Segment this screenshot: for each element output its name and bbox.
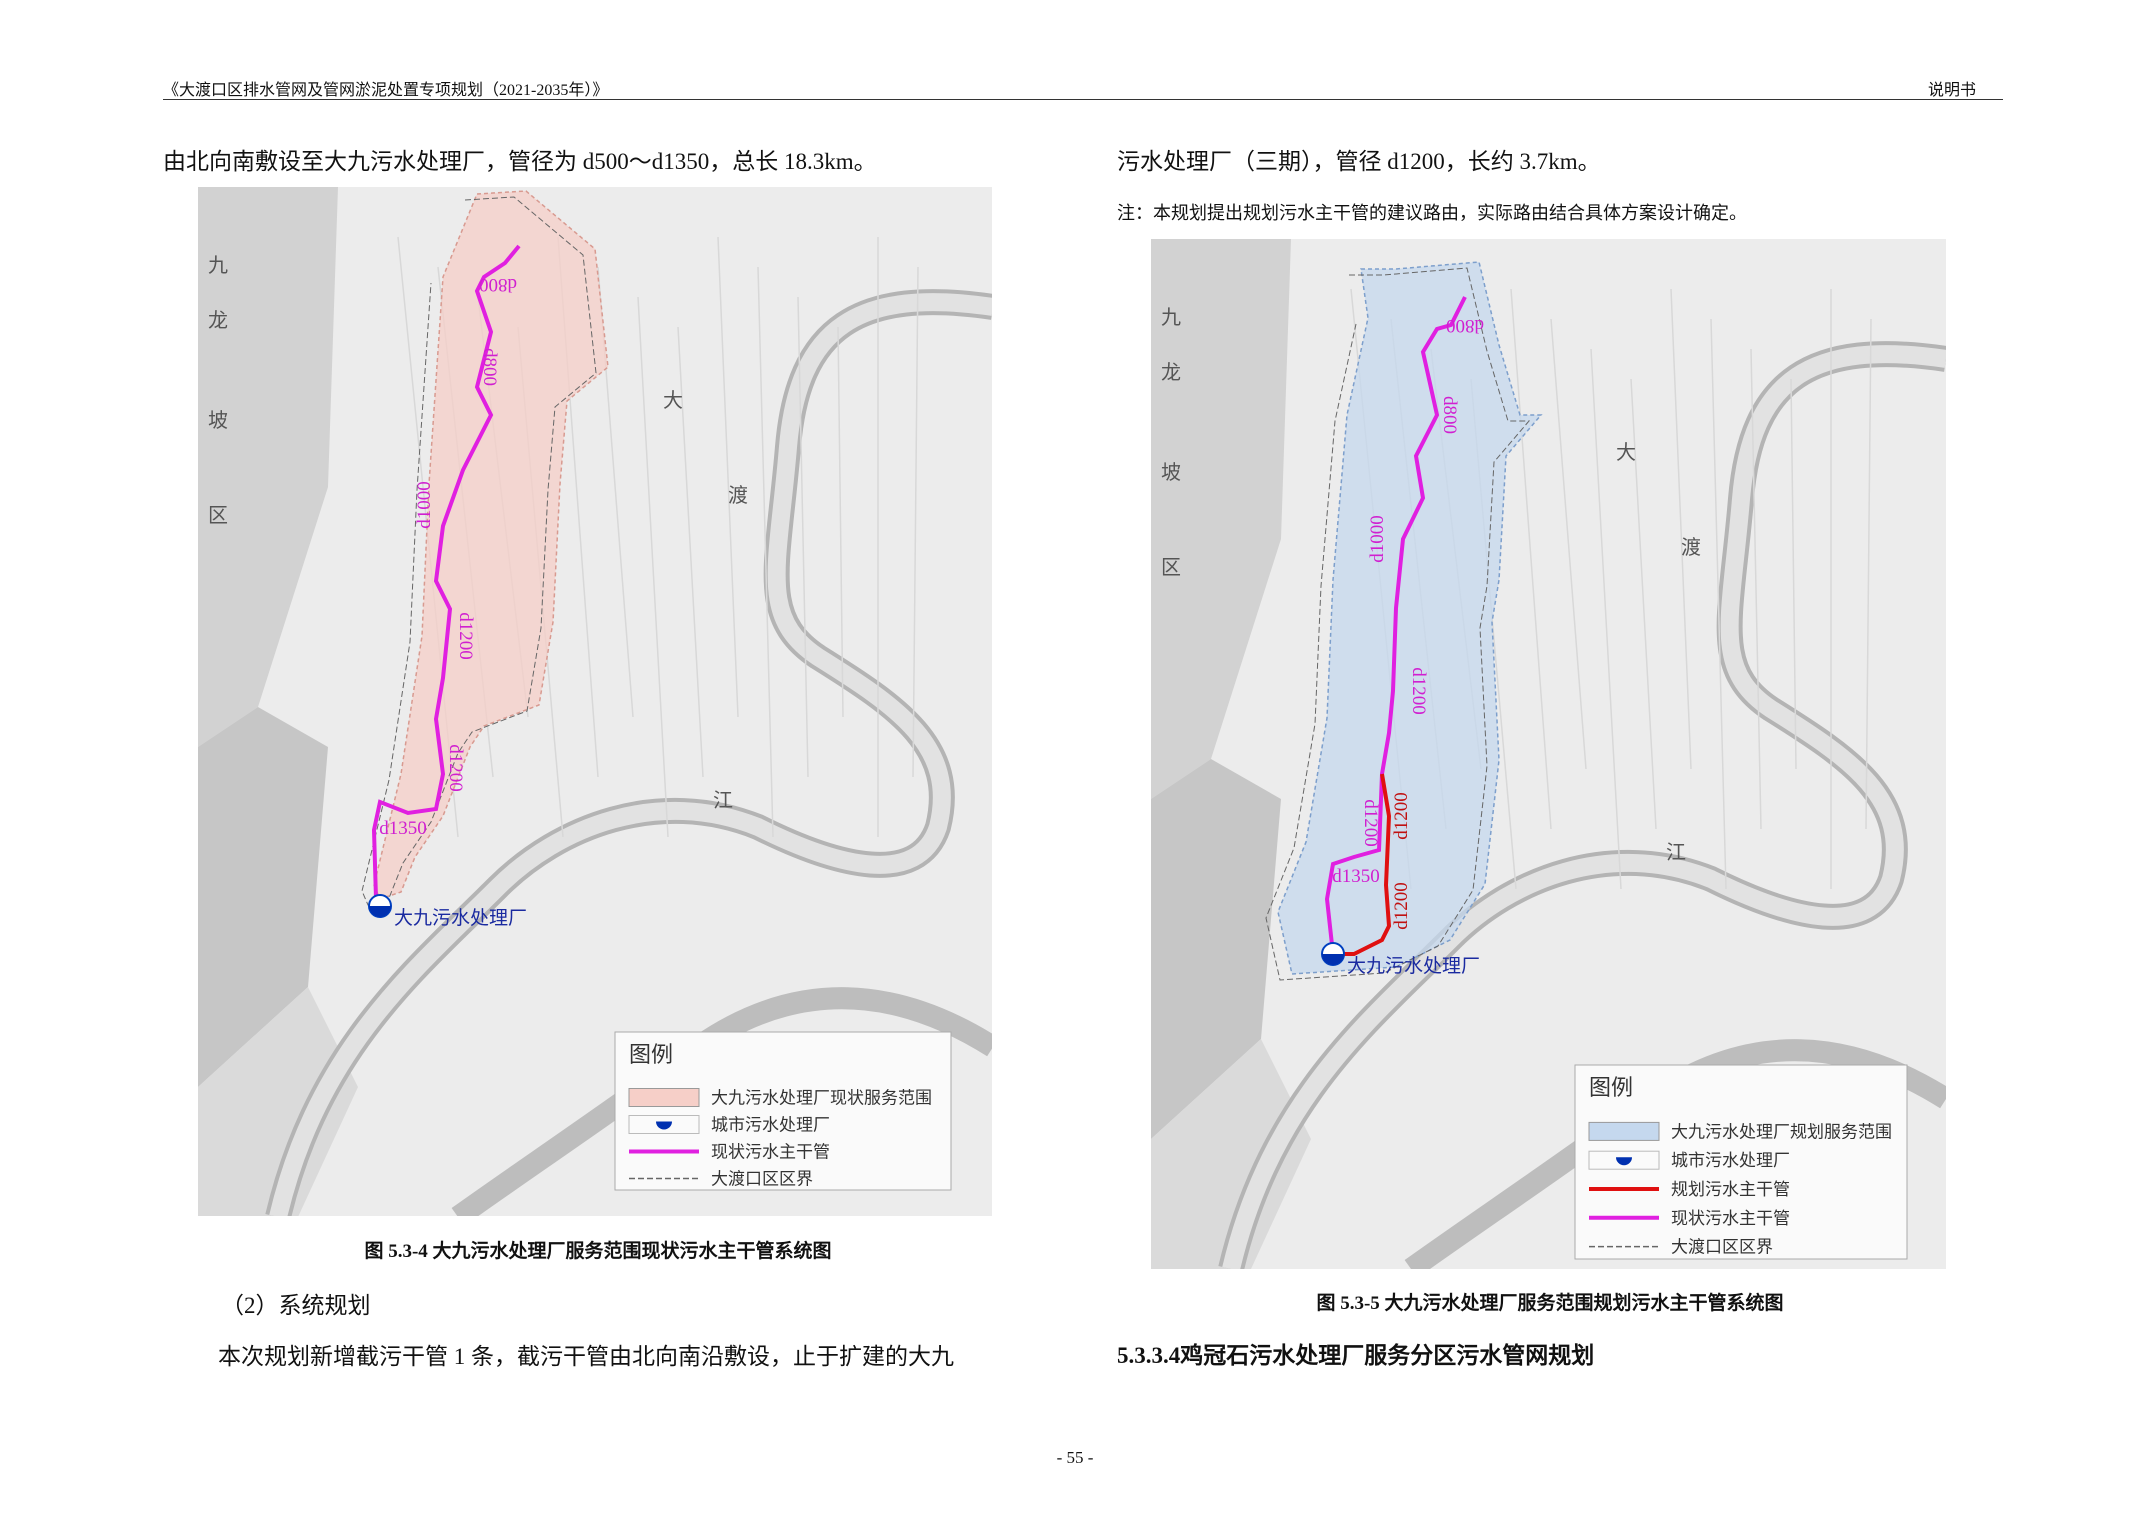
plant-icon (369, 906, 391, 917)
legend-title: 图例 (1589, 1075, 1633, 1100)
header-title: 《大渡口区排水管网及管网淤泥处置专项规划（2021-2035年）》 (163, 82, 609, 99)
boundary (1265, 267, 1531, 981)
pipe-label: d800 (479, 348, 500, 386)
paragraph: 污水处理厂（三期），管径 d1200，长约 3.7km。 (1117, 149, 1601, 174)
road (1710, 318, 1727, 890)
pipe-label: d1200 (1391, 882, 1412, 930)
pipe-label: d1350 (1332, 866, 1380, 887)
pipe-label: d800 (1446, 315, 1484, 336)
road (1670, 288, 1692, 770)
pipe-label: d1350 (379, 818, 427, 839)
legend-box (614, 1031, 952, 1191)
existing-pipe (371, 244, 521, 900)
place-label: 渡 (1681, 536, 1701, 559)
header-section: 说明书 (1928, 82, 1977, 99)
place-label: 大 (663, 389, 683, 412)
place-label: 江 (1666, 841, 1686, 864)
place-label: 大 (1616, 441, 1636, 464)
legend-label: 现状污水主干管 (711, 1143, 830, 1162)
road (912, 266, 919, 778)
road (797, 296, 809, 778)
pipe-label: d1200 (455, 612, 476, 660)
pipe-label: d800 (479, 274, 517, 295)
road (1865, 318, 1872, 830)
place-label: 区 (208, 505, 228, 527)
road (1590, 348, 1622, 890)
place-label: 九 (1161, 306, 1181, 329)
pipe-label: d1000 (414, 481, 435, 529)
existing-pipe (1324, 296, 1467, 955)
service-area (373, 190, 609, 900)
place-label: 九 (208, 254, 228, 277)
pipe-label: d1200 (445, 744, 466, 792)
terrain (1151, 1039, 1311, 1269)
place-label: 龙 (208, 309, 228, 332)
legend-label: 大九污水处理厂现状服务范围 (711, 1089, 932, 1108)
place-label: 江 (713, 789, 733, 812)
road (1510, 288, 1552, 830)
place-label: 区 (1161, 557, 1181, 579)
legend-label: 大九污水处理厂规划服务范围 (1671, 1122, 1892, 1141)
legend-label: 大渡口区区界 (1671, 1238, 1773, 1257)
legend-swatch (1616, 1157, 1632, 1166)
legend-label: 规划污水主干管 (1671, 1180, 1790, 1199)
place-label: 坡 (1161, 461, 1181, 484)
legend-label: 现状污水主干管 (1671, 1209, 1790, 1228)
road (1790, 378, 1797, 770)
paragraph: 本次规划新增截污干管 1 条，截污干管由北向南沿敷设，止于扩建的大九 (218, 1344, 954, 1369)
plant-label: 大九污水处理厂 (394, 907, 527, 929)
planned-pipe (1333, 773, 1392, 956)
plant-icon (1322, 954, 1344, 965)
road (1750, 348, 1762, 830)
road (717, 236, 739, 718)
legend-label: 城市污水处理厂 (1671, 1151, 1790, 1170)
terrain (198, 187, 338, 747)
note: 注：本规划提出规划污水主干管的建议路由，实际路由结合具体方案设计确定。 (1117, 203, 1747, 223)
legend-swatch (1588, 1150, 1660, 1170)
terrain (198, 987, 358, 1216)
page-number: - 55 - (1056, 1448, 1094, 1467)
pipe-label: d1200 (1408, 667, 1429, 715)
road (1630, 378, 1657, 830)
legend-swatch (628, 1088, 700, 1107)
terrain (198, 707, 328, 1087)
plant-label: 大九污水处理厂 (1347, 955, 1480, 977)
legend-swatch (628, 1115, 700, 1134)
boundary (361, 196, 597, 906)
terrain (1151, 759, 1281, 1139)
road (1550, 318, 1587, 770)
legend-label: 大渡口区区界 (711, 1170, 813, 1189)
legend-swatch (656, 1121, 672, 1130)
road (757, 266, 774, 838)
section-heading: 5.3.3.4鸡冠石污水处理厂服务分区污水管网规划 (1117, 1343, 1595, 1368)
subheading: （2）系统规划 (221, 1293, 371, 1318)
place-label: 渡 (728, 484, 748, 507)
header-rule (163, 99, 2003, 100)
pipe-label: d800 (1439, 396, 1460, 434)
legend-label: 城市污水处理厂 (711, 1116, 830, 1135)
pipe-label: d1200 (1360, 799, 1381, 847)
service-area (1277, 261, 1543, 975)
figure-caption: 图 5.3-4 大九污水处理厂服务范围现状污水主干管系统图 (364, 1241, 832, 1262)
place-label: 龙 (1161, 361, 1181, 384)
road (637, 296, 669, 838)
legend-title: 图例 (629, 1042, 673, 1067)
place-label: 坡 (208, 409, 228, 432)
road (837, 326, 844, 718)
paragraph: 由北向南敷设至大九污水处理厂，管径为 d500～d1350，总长 18.3km。 (163, 149, 877, 174)
river (1222, 345, 1946, 1269)
terrain (1151, 239, 1291, 799)
legend-swatch (1588, 1121, 1660, 1141)
figure-caption: 图 5.3-5 大九污水处理厂服务范围规划污水主干管系统图 (1316, 1293, 1784, 1314)
road (677, 326, 704, 778)
river (269, 293, 992, 1216)
pipe-label: d1000 (1367, 515, 1388, 563)
pipe-label: d1200 (1391, 792, 1412, 840)
